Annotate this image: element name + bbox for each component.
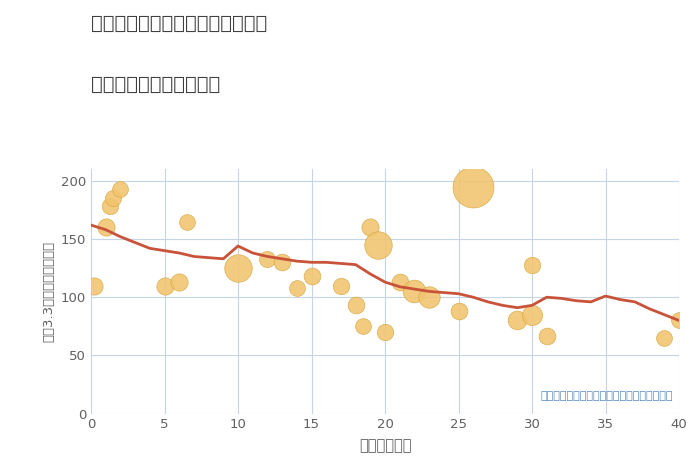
Point — [350, 302, 361, 309]
Point — [181, 218, 192, 225]
Point — [262, 255, 273, 263]
Point — [276, 258, 288, 266]
Point — [468, 183, 479, 190]
Point — [306, 273, 317, 280]
Point — [453, 307, 464, 315]
Point — [115, 185, 126, 193]
Y-axis label: 坪（3.3㎡）単価（万円）: 坪（3.3㎡）単価（万円） — [42, 241, 55, 342]
Point — [104, 203, 116, 210]
Text: 愛知県名古屋市中村区城屋敷町の: 愛知県名古屋市中村区城屋敷町の — [91, 14, 267, 33]
Point — [88, 282, 99, 290]
Text: 築年数別中古戸建て価格: 築年数別中古戸建て価格 — [91, 75, 220, 94]
Point — [526, 311, 538, 319]
Point — [673, 317, 685, 324]
Point — [526, 261, 538, 268]
X-axis label: 築年数（年）: 築年数（年） — [358, 439, 412, 454]
Point — [291, 284, 302, 292]
Point — [541, 332, 552, 339]
Point — [358, 322, 369, 330]
Point — [108, 195, 119, 202]
Point — [174, 278, 185, 286]
Point — [365, 224, 376, 231]
Point — [379, 329, 391, 336]
Point — [100, 224, 111, 231]
Point — [232, 264, 244, 272]
Point — [424, 293, 435, 301]
Point — [159, 282, 170, 290]
Point — [512, 317, 523, 324]
Point — [409, 288, 420, 295]
Point — [659, 334, 670, 342]
Point — [335, 282, 346, 290]
Point — [394, 278, 405, 286]
Point — [372, 241, 384, 249]
Text: 円の大きさは、取引のあった物件面積を示す: 円の大きさは、取引のあった物件面積を示す — [540, 392, 673, 401]
